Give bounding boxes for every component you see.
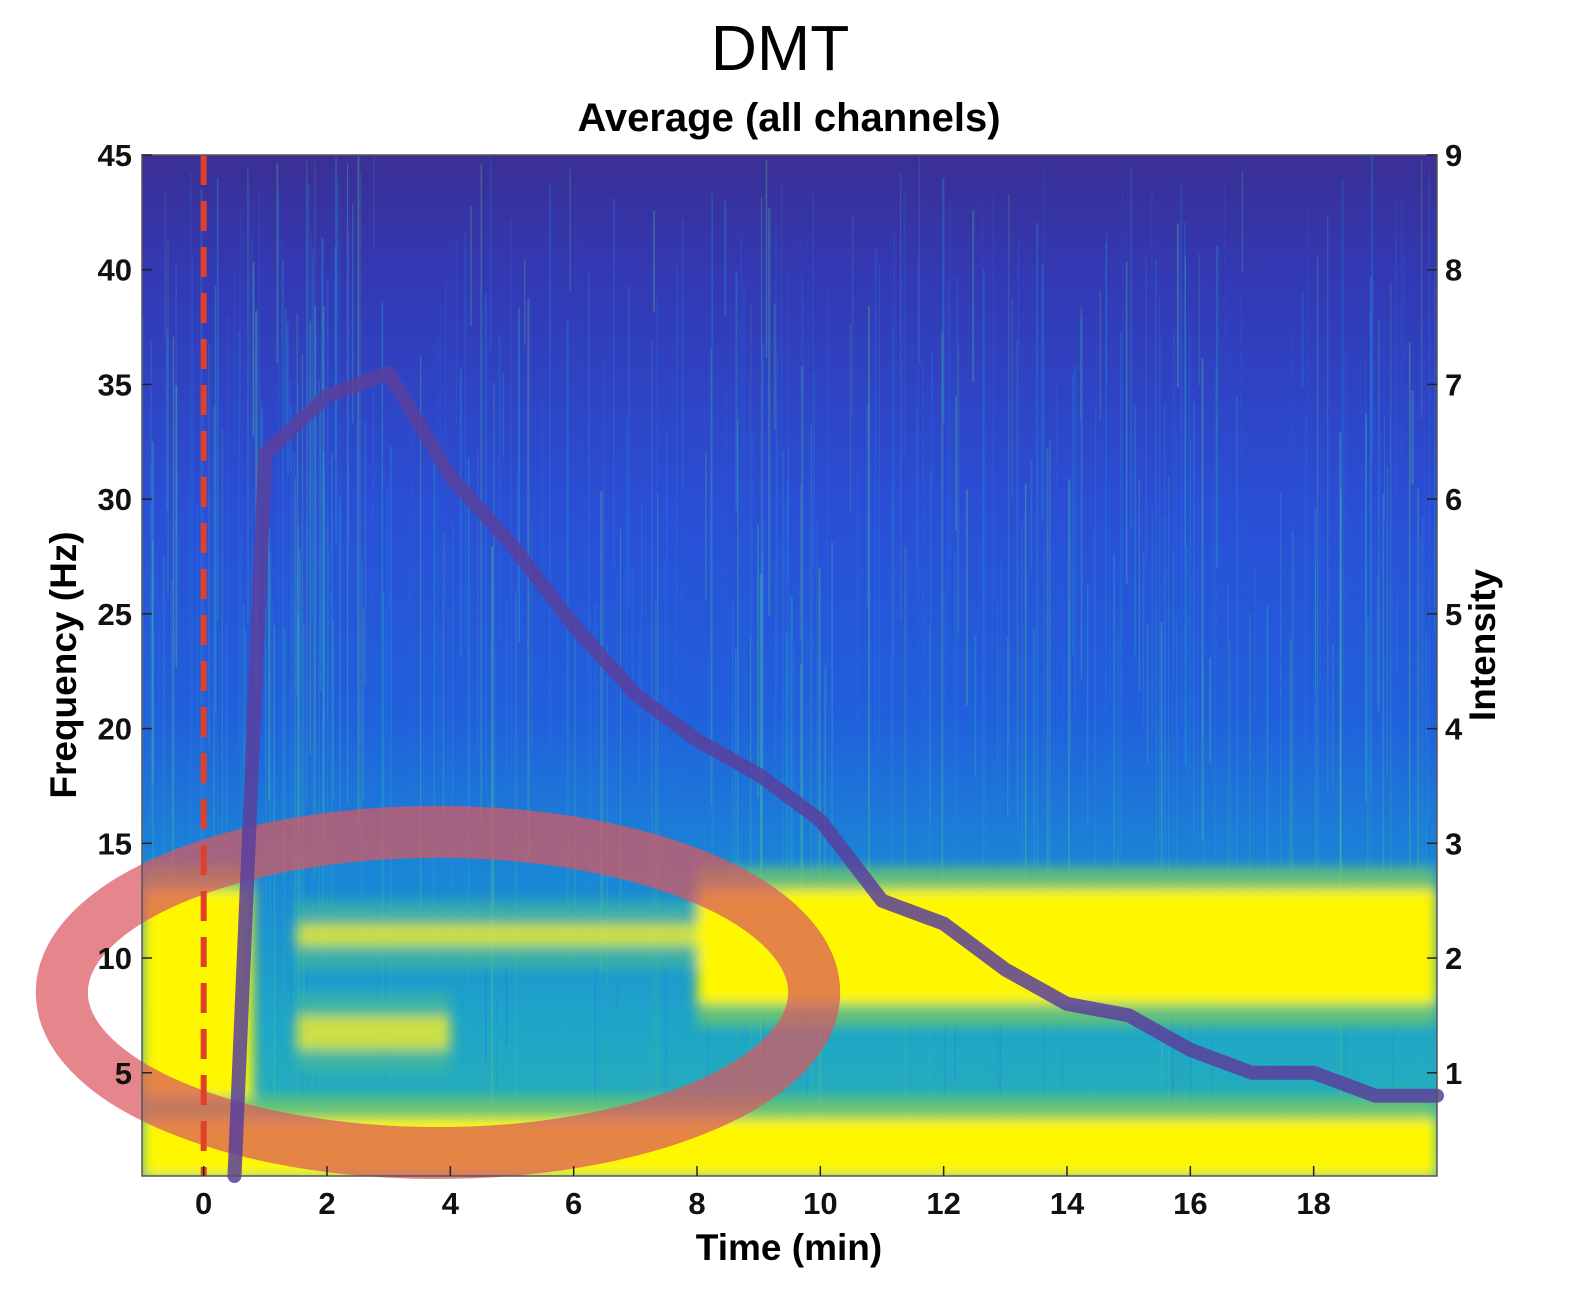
x-tick-label: 4 xyxy=(442,1186,460,1221)
y-tick-label: 20 xyxy=(98,712,132,747)
y2-tick-label: 8 xyxy=(1445,253,1462,288)
x-axis-label: Time (min) xyxy=(696,1227,882,1268)
y-tick-label: 40 xyxy=(98,253,132,288)
chart-subtitle: Average (all channels) xyxy=(577,96,1000,140)
x-tick-label: 8 xyxy=(688,1186,705,1221)
spectrogram-bands xyxy=(142,867,1437,1176)
highlight-ellipse-ring xyxy=(35,805,841,1180)
x-tick-label: 2 xyxy=(318,1186,335,1221)
plot-frame xyxy=(141,154,1438,1177)
x-tick-label: 12 xyxy=(926,1186,960,1221)
y2-tick-label: 3 xyxy=(1445,826,1462,861)
x-tick-label: 18 xyxy=(1296,1186,1330,1221)
plot-area xyxy=(142,155,1437,1176)
y2-tick-label: 5 xyxy=(1445,597,1462,632)
y-tick-label: 15 xyxy=(98,826,132,861)
y2-axis-label: Intensity xyxy=(1462,569,1503,722)
y-axis-label: Frequency (Hz) xyxy=(43,531,84,798)
y-tick-label: 30 xyxy=(98,482,132,517)
y-tick-label: 45 xyxy=(98,138,132,173)
x-tick-label: 10 xyxy=(803,1186,837,1221)
y2-tick-label: 2 xyxy=(1445,941,1462,976)
y-axis-left: 5 10 15 20 25 30 35 40 45 xyxy=(98,138,152,1091)
x-tick-label: 0 xyxy=(195,1186,212,1221)
y-tick-label: 35 xyxy=(98,367,132,402)
y-tick-label: 25 xyxy=(98,597,132,632)
y2-tick-label: 1 xyxy=(1445,1056,1462,1091)
x-tick-label: 14 xyxy=(1050,1186,1085,1221)
highlight-ellipse xyxy=(35,805,841,1180)
x-tick-label: 6 xyxy=(565,1186,582,1221)
y2-tick-label: 9 xyxy=(1445,138,1462,173)
y2-tick-label: 7 xyxy=(1445,367,1462,402)
chart-title: DMT xyxy=(711,12,850,84)
y2-tick-label: 4 xyxy=(1445,712,1463,747)
intensity-series-line xyxy=(227,366,1444,1183)
band-core xyxy=(296,923,697,947)
x-tick-label: 16 xyxy=(1173,1186,1207,1221)
y-tick-label: 10 xyxy=(98,941,132,976)
y-tick-label: 5 xyxy=(115,1056,132,1091)
y2-tick-label: 6 xyxy=(1445,482,1462,517)
y-axis-right: 1 2 3 4 5 6 7 8 9 xyxy=(1427,138,1463,1091)
band-core xyxy=(296,1015,451,1050)
x-axis: 0 2 4 6 8 10 12 14 16 18 xyxy=(195,1166,1331,1221)
